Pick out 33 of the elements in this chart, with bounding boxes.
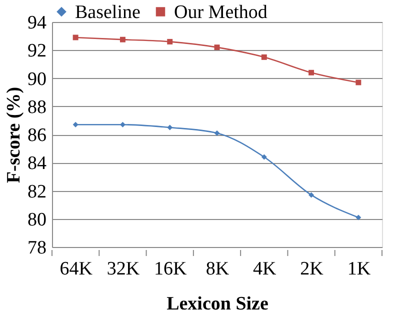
point	[308, 192, 314, 198]
point	[214, 130, 220, 136]
x-tick-label: 2K	[300, 258, 324, 280]
y-tick-label: 92	[28, 40, 46, 62]
x-axis-title: Lexicon Size	[166, 294, 268, 314]
point	[261, 154, 267, 160]
y-tick-label: 88	[28, 96, 46, 118]
y-axis-title: F-score (%)	[4, 86, 24, 184]
point	[72, 122, 78, 128]
y-tick-label: 86	[28, 125, 46, 146]
y-tick-label: 80	[28, 209, 46, 230]
x-tick-label: 4K	[253, 258, 277, 280]
y-tick-label: 94	[28, 12, 47, 34]
y-tick-label: 84	[28, 153, 47, 174]
point	[356, 214, 362, 220]
point	[308, 70, 314, 76]
x-tick-label: 8K	[206, 258, 230, 280]
x-tick-label: 16K	[154, 258, 187, 280]
legend-label: Baseline	[75, 2, 140, 23]
point	[214, 44, 220, 50]
y-tick-label: 82	[28, 181, 46, 202]
point	[167, 38, 173, 44]
point	[120, 36, 126, 42]
x-tick-label: 32K	[106, 258, 140, 280]
point	[261, 54, 267, 60]
x-tick-label: 64K	[60, 258, 93, 280]
y-tick-label: 78	[28, 238, 46, 258]
point	[356, 80, 362, 86]
point	[72, 34, 78, 40]
y-tick-label: 90	[28, 68, 46, 90]
x-tick-label: 1K	[347, 258, 371, 280]
legend-label: Our Method	[174, 2, 268, 23]
point	[167, 124, 173, 130]
